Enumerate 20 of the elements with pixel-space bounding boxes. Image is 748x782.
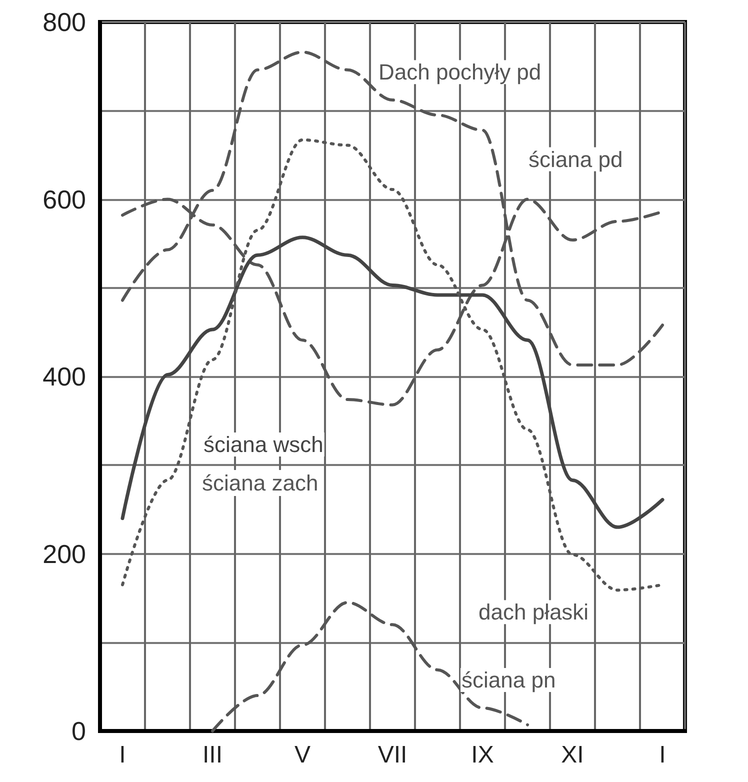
series-label: ściana pd	[528, 146, 623, 172]
annotation: ściana zach	[202, 470, 318, 496]
x-tick-label: III	[202, 742, 223, 768]
y-tick-label: 0	[72, 716, 86, 746]
x-tick-label: I	[119, 742, 126, 768]
y-tick-label: 200	[42, 538, 86, 569]
text: ściana wsch	[204, 432, 324, 458]
y-tick-label: 800	[42, 7, 86, 37]
series-label: ściana pn	[462, 667, 556, 692]
y-tick-label: 400	[42, 362, 86, 392]
x-tick-label: V	[294, 742, 311, 768]
x-tick-label: VII	[378, 742, 408, 768]
line-series	[211, 600, 529, 732]
x-tick-label: IX	[471, 742, 494, 768]
series-label: dach płaski	[478, 600, 589, 625]
y-tick-label: 600	[42, 184, 86, 214]
x-tick-label: XI	[561, 742, 584, 768]
series-label: Dach pochyły pd	[378, 60, 542, 85]
x-tick-label: I	[659, 742, 666, 768]
line-series	[120, 236, 664, 529]
